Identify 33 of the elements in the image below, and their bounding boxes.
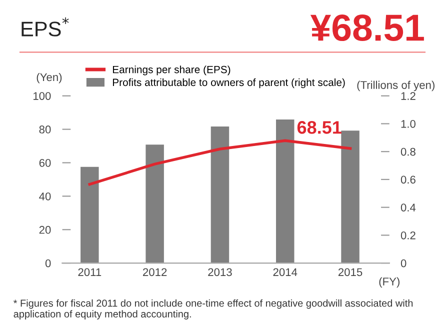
- y2-tick-label: 0.6: [400, 176, 416, 184]
- text: * Figures for fiscal 2011 do not include one-time effect of negative goodwill associated with application of equity method accounting.: [14, 299, 413, 320]
- y2-tick-label: 1.0: [401, 120, 416, 128]
- annotation: 68.51: [297, 121, 342, 134]
- x-tick-label: 2012: [143, 268, 167, 276]
- x-tick-label: 2014: [273, 268, 298, 276]
- y2-tick-label: 1.2: [401, 92, 416, 100]
- bar: [146, 144, 164, 264]
- bar: [80, 166, 99, 264]
- bar: [210, 126, 230, 264]
- y2-tick-label: 0.2: [400, 231, 416, 240]
- y-tick-label: 100: [34, 92, 51, 100]
- x-tick-label: 2013: [208, 268, 232, 276]
- y-tick-label: 60: [39, 159, 51, 167]
- chart-subtitle: ¥68.51: [310, 14, 424, 42]
- y2-tick-label: 0.8: [400, 148, 416, 156]
- legend-label: Profits attributable to owners of parent (right scale): [112, 78, 345, 88]
- bar: [341, 130, 360, 264]
- x-tick-label: 2015: [338, 268, 362, 276]
- legend-label: Earnings per share (EPS): [112, 66, 230, 76]
- y-tick-label: 80: [39, 126, 51, 134]
- y2-tick-label: 0.4: [400, 204, 416, 212]
- y-tick-label: 20: [39, 226, 51, 234]
- bar: [276, 120, 294, 264]
- y-axis-title: (Yen): [36, 72, 62, 84]
- x-axis-title: (FY): [379, 277, 400, 288]
- y-tick-label: 40: [39, 192, 51, 200]
- line-series: [88, 139, 352, 186]
- y2-axis-title: (Trillions of yen): [357, 80, 434, 92]
- y2-tick-label: 0: [400, 259, 406, 268]
- y-tick-label: 0: [45, 259, 51, 268]
- chart-title: EPS$^{*}$: [22, 17, 69, 36]
- x-tick-label: 2011: [78, 268, 102, 276]
